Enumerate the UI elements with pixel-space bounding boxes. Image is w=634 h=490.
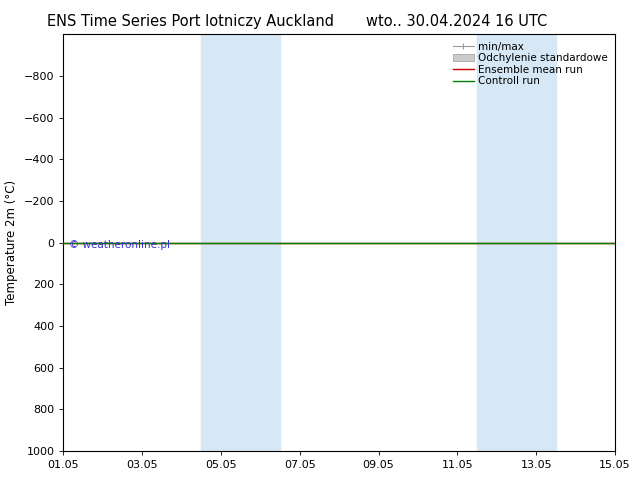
Y-axis label: Temperature 2m (°C): Temperature 2m (°C) bbox=[5, 180, 18, 305]
Bar bbox=[477, 34, 556, 451]
Bar bbox=[202, 34, 280, 451]
Text: © weatheronline.pl: © weatheronline.pl bbox=[69, 241, 170, 250]
Text: ENS Time Series Port lotniczy Auckland: ENS Time Series Port lotniczy Auckland bbox=[47, 14, 333, 29]
Text: wto.. 30.04.2024 16 UTC: wto.. 30.04.2024 16 UTC bbox=[366, 14, 547, 29]
Legend: min/max, Odchylenie standardowe, Ensemble mean run, Controll run: min/max, Odchylenie standardowe, Ensembl… bbox=[451, 40, 610, 88]
